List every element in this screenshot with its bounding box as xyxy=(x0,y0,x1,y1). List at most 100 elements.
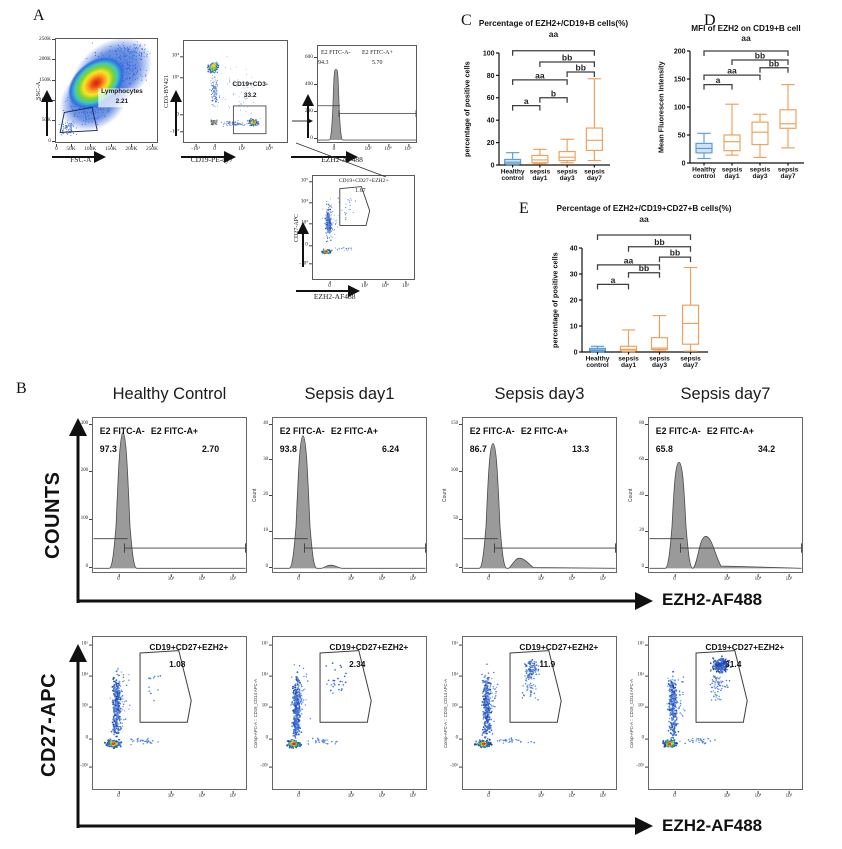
tick-label: 50K xyxy=(42,117,56,123)
tick-label: 0 xyxy=(86,736,93,742)
y-axis-ticks: 10⁴ 10³ 0 -10³ xyxy=(157,40,184,143)
tick-label: -10³ xyxy=(450,764,462,769)
gate-label: CD19+CD3- xyxy=(232,81,268,89)
chart-d-boxplot: 050100150200Healthycontrolsepsisday1seps… xyxy=(674,48,804,180)
histogram-curve xyxy=(273,417,427,573)
tick-label: 10⁴ xyxy=(568,791,576,799)
tick-label: 10⁴ xyxy=(378,791,386,799)
gate-label: CD19+CD27+EZH2+ xyxy=(149,642,229,653)
gate-value: 2.34 xyxy=(349,659,366,670)
x-axis-label: CD19-PE-cy7 xyxy=(190,155,234,164)
y-axis-label: CD3-BV421 xyxy=(163,74,170,109)
tick-label: 10³ xyxy=(364,143,372,152)
counts-axis-label: COUNTS xyxy=(42,471,64,559)
tick-label: 200K xyxy=(39,56,55,62)
chart-c-title: Percentage of EZH2+/CD19+B cells(%) xyxy=(478,19,629,28)
chart-c-top-significance: aa xyxy=(548,29,559,39)
x-axis-ticks: 0 10³ 10⁴ 10⁵ xyxy=(272,790,427,801)
tick-label: 10⁵ xyxy=(785,791,793,799)
tick-label: 0 xyxy=(213,143,216,152)
y-axis-label: Comp-APC-A :: CD19_CD14 APC-A xyxy=(253,678,258,748)
tick-label: 200 xyxy=(305,108,318,114)
cd27-apc-axis-label: CD27-APC xyxy=(38,672,60,778)
chart-d-top-significance: aa xyxy=(741,33,751,43)
tick-label: 10⁵ xyxy=(262,642,273,648)
gate-value: 11.9 xyxy=(539,659,556,670)
tick-label: 0 xyxy=(673,791,676,799)
tick-label: 10⁴ xyxy=(301,199,313,205)
panel-label-d: D xyxy=(704,12,716,29)
y-axis-ticks: 80 60 40 20 0 xyxy=(639,421,649,570)
tick-label: 10⁴ xyxy=(384,143,392,152)
panel-label-c: C xyxy=(461,12,472,29)
tick-label: 0 xyxy=(310,135,317,141)
ezh2-af488-axis-label-row1: EZH2-AF488 xyxy=(662,590,763,609)
tick-label: 10⁵ xyxy=(599,791,607,799)
tick-label: 150 xyxy=(451,421,463,427)
tick-label: 10⁴ xyxy=(754,791,762,799)
ezh2-af488-axis-label-row2: EZH2-AF488 xyxy=(662,816,763,835)
tick-label: 10⁴ xyxy=(198,791,206,799)
y-axis-label: CD27-APC xyxy=(294,213,300,242)
negative-gate-value: 86.7 xyxy=(469,443,487,454)
tick-label: 10⁵ xyxy=(409,574,417,582)
tick-label: 10⁵ xyxy=(452,642,463,648)
histogram-curve xyxy=(317,45,417,143)
tick-label: 0 xyxy=(55,144,58,152)
x-axis-label: FSC-A xyxy=(70,155,92,164)
negative-gate-label: E2 FITC-A- xyxy=(279,426,325,437)
negative-gate-value: 93.8 xyxy=(279,443,297,454)
scatter-dots xyxy=(104,636,247,750)
y-axis-label: Comp-APC-A :: CD19_CD14 APC-A xyxy=(629,678,634,748)
gate-label: Lymphocytes xyxy=(101,88,143,96)
y-axis-ticks: 10⁵ 10⁴ 10³ 0 -10³ xyxy=(66,636,93,790)
positive-gate-value: 2.70 xyxy=(201,443,220,454)
gate-value: 1.08 xyxy=(169,659,186,670)
tick-label: 0 xyxy=(642,736,649,742)
tick-label: 10³ xyxy=(361,280,369,289)
y-axis-ticks: 600 400 200 0 xyxy=(305,54,318,141)
gate-label: CD19+CD27+EZH2+ xyxy=(329,642,409,653)
tick-label: 10³ xyxy=(723,574,731,582)
x-axis-ticks: 0 10³ 10⁴ 10⁵ xyxy=(648,573,803,584)
cd19-gate xyxy=(233,106,266,134)
tick-label: 10⁵ xyxy=(599,574,607,582)
tick-label: 10⁴ xyxy=(638,673,649,679)
scatter-sepsis-day1: CD19+CD27+EZH2+ 2.34 10⁵ 10⁴ 10³ 0 -10³ Comp… xyxy=(253,636,427,799)
tick-label: 150K xyxy=(104,144,117,152)
panel-label-a: A xyxy=(33,7,45,24)
negative-gate-label: E2 FITC-A- xyxy=(321,49,351,56)
scatter-dots xyxy=(286,636,427,749)
scatter-sepsis-day7: CD19+CD27+EZH2+ 31.4 10⁵ 10⁴ 10³ 0 -10³ Comp… xyxy=(629,636,803,799)
tick-label: 0 xyxy=(328,280,331,289)
tick-label: 10⁵ xyxy=(402,280,410,289)
chart-d-title: MFI of EZH2 on CD19+B cell xyxy=(691,24,801,33)
tick-label: 10⁴ xyxy=(452,673,463,679)
cd19-cd27-ezh2-gate xyxy=(140,651,191,723)
histogram-sepsis-day7: E2 FITC-A- E2 FITC-A+ 65.8 34.2 80 60 40 20… xyxy=(628,417,803,582)
tick-label: 0 xyxy=(487,574,490,582)
tick-label: 0 xyxy=(673,574,676,582)
negative-gate-value: 65.8 xyxy=(655,443,673,454)
x-axis-ticks: 0 10³ 10⁴ 10⁵ xyxy=(462,790,617,801)
tick-label: 20 xyxy=(263,493,272,498)
positive-gate-label: E2 FITC-A+ xyxy=(362,49,393,56)
tick-label: 0 xyxy=(176,112,183,117)
tick-label: 80 xyxy=(639,421,648,427)
tick-label: 40 xyxy=(263,421,272,427)
tick-label: 30 xyxy=(263,457,272,463)
tick-label: 10⁵ xyxy=(404,143,412,152)
tick-label: 10³ xyxy=(172,74,184,80)
x-axis-ticks: 0 10³ 10⁴ 10⁵ xyxy=(92,790,247,801)
y-axis-ticks: 300 200 100 0 xyxy=(81,421,93,570)
tick-label: 0 xyxy=(266,736,273,742)
positive-gate-label: E2 FITC-A+ xyxy=(330,426,379,437)
tick-label: 250K xyxy=(39,36,55,42)
x-axis-ticks: 0 10³ 10⁴ 10⁵ xyxy=(317,143,417,154)
gate-value: 31.4 xyxy=(725,659,742,670)
tick-label: 10⁴ xyxy=(265,143,273,152)
column-title-sepsis-day7: Sepsis day7 xyxy=(680,385,771,403)
histogram-sepsis-day3: E2 FITC-A- E2 FITC-A+ 86.7 13.3 150 100 50… xyxy=(442,417,617,582)
gate-label: CD19+CD27+EZH2+ xyxy=(519,642,599,653)
tick-label: 0 xyxy=(86,564,93,570)
